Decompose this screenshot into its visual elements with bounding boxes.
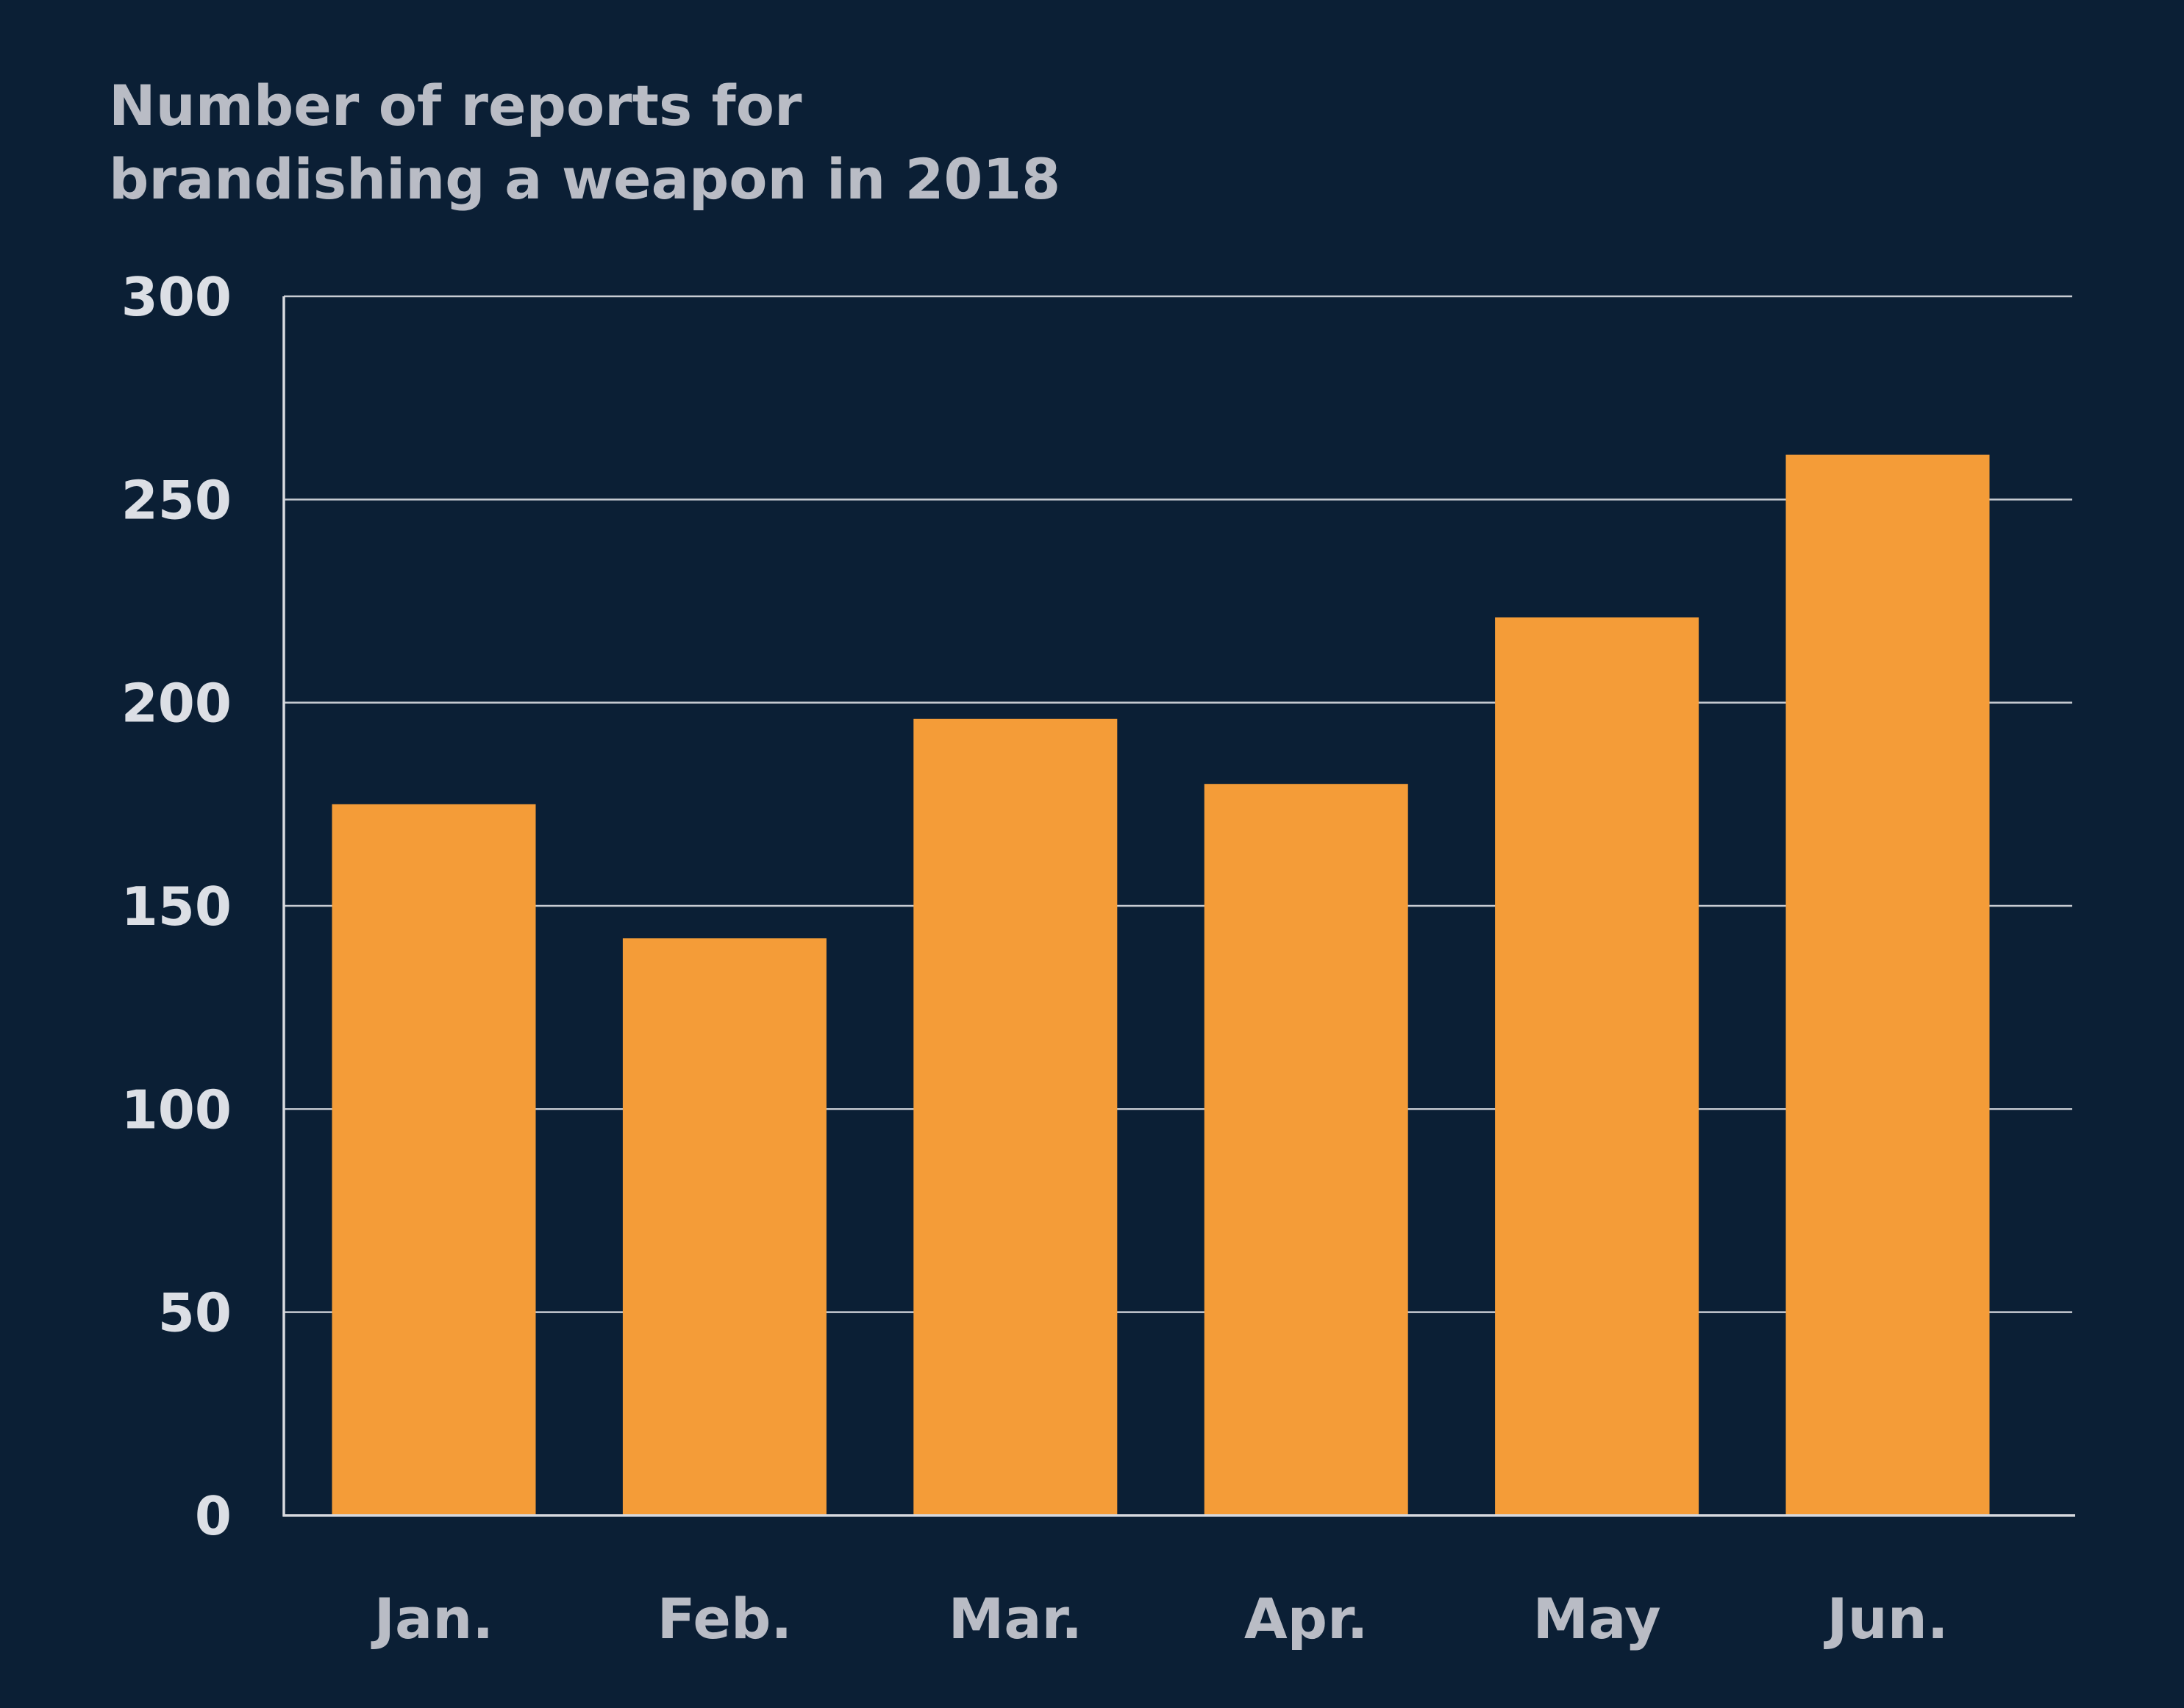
bar-jan <box>332 804 536 1515</box>
bars <box>332 454 1990 1515</box>
y-tick-label-250: 250 <box>121 469 232 531</box>
x-tick-label-apr: Apr. <box>1244 1586 1368 1651</box>
gridlines <box>284 295 2072 1313</box>
chart-title-line-1: Number of reports for <box>109 73 802 138</box>
x-tick-label-mar: Mar. <box>949 1586 1082 1651</box>
bar-feb <box>622 938 827 1515</box>
chart-title: Number of reports for brandishing a weap… <box>109 73 1060 212</box>
axes <box>282 296 2075 1517</box>
y-tick-label-200: 200 <box>121 673 232 735</box>
x-tick-label-feb: Feb. <box>657 1586 793 1651</box>
bar-jun <box>1785 454 1990 1515</box>
x-axis-ticks: Jan. Feb. Mar. Apr. May Jun. <box>371 1586 1949 1651</box>
y-tick-label-100: 100 <box>121 1079 232 1140</box>
x-tick-label-jan: Jan. <box>371 1586 494 1651</box>
bar-may <box>1495 617 1699 1515</box>
y-tick-label-150: 150 <box>121 876 232 937</box>
y-axis-ticks: 0 50 100 150 200 250 300 <box>121 266 232 1547</box>
x-tick-label-may: May <box>1533 1586 1661 1651</box>
bar-mar <box>913 718 1118 1515</box>
x-tick-label-jun: Jun. <box>1823 1586 1948 1651</box>
y-tick-label-50: 50 <box>158 1282 232 1344</box>
y-tick-label-300: 300 <box>121 266 232 328</box>
bar-apr <box>1204 784 1408 1515</box>
y-tick-label-0: 0 <box>195 1485 232 1547</box>
chart-title-line-2: brandishing a weapon in 2018 <box>109 146 1060 212</box>
